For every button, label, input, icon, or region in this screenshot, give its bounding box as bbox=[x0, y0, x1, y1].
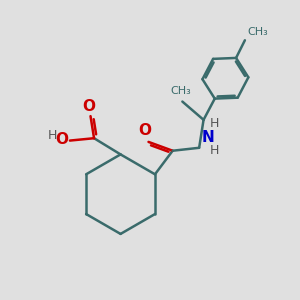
Text: N: N bbox=[202, 130, 215, 145]
Text: CH₃: CH₃ bbox=[170, 86, 191, 96]
Text: CH₃: CH₃ bbox=[247, 27, 268, 37]
Text: H: H bbox=[48, 129, 57, 142]
Text: O: O bbox=[82, 99, 95, 114]
Text: H: H bbox=[210, 144, 219, 157]
Text: H: H bbox=[210, 117, 219, 130]
Text: O: O bbox=[139, 123, 152, 138]
Text: O: O bbox=[55, 132, 68, 147]
